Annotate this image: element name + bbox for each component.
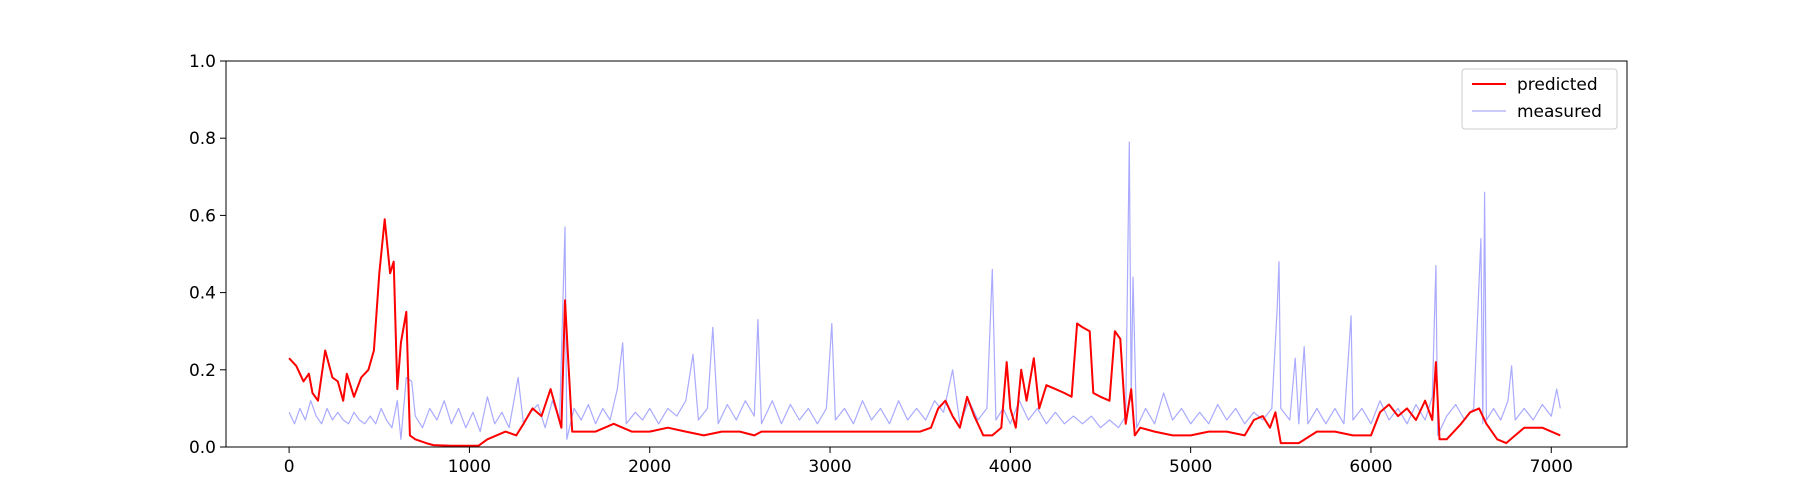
y-tick-label: 0.0 — [189, 438, 216, 458]
x-tick-label: 6000 — [1349, 457, 1392, 477]
y-tick-label: 0.6 — [189, 206, 216, 226]
plot-frame — [225, 60, 1628, 448]
x-tick-label: 4000 — [989, 457, 1032, 477]
legend: predicted measured — [1461, 68, 1618, 130]
series-line-predicted — [288, 218, 1561, 447]
plot-area — [226, 61, 1627, 447]
x-tick-label: 5000 — [1169, 457, 1212, 477]
series-layer — [288, 141, 1561, 447]
x-tick-label: 0 — [284, 457, 295, 477]
legend-label-predicted: predicted — [1517, 75, 1598, 95]
series-line-measured — [288, 141, 1561, 440]
y-tick-label: 0.8 — [189, 129, 216, 149]
x-tick-label: 1000 — [448, 457, 491, 477]
x-tick-label: 2000 — [628, 457, 671, 477]
y-tick-label: 0.4 — [189, 284, 216, 304]
y-tick-label: 0.2 — [189, 361, 216, 381]
y-axis: 0.0 0.2 0.4 0.6 0.8 1.0 — [189, 52, 226, 458]
legend-label-measured: measured — [1517, 102, 1602, 122]
x-tick-label: 3000 — [808, 457, 851, 477]
x-axis: 0 1000 2000 3000 4000 5000 6000 7000 — [284, 447, 1573, 477]
y-tick-label: 1.0 — [189, 52, 216, 72]
x-tick-label: 7000 — [1530, 457, 1573, 477]
